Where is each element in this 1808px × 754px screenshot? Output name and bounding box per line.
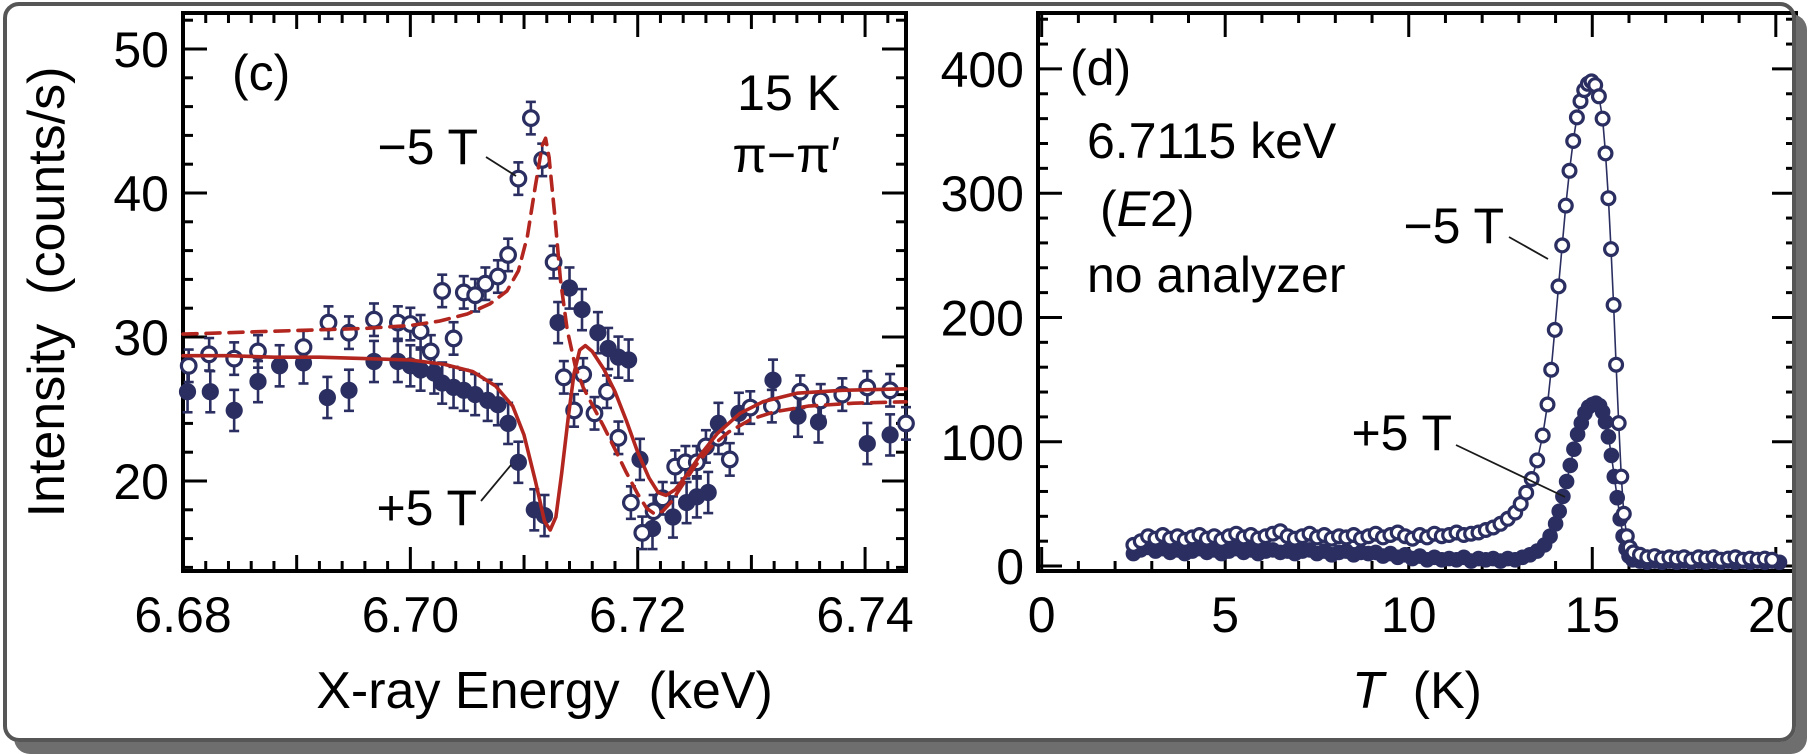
energy-label: 6.7115 keV <box>1087 113 1337 169</box>
panel-c-xtick-label: 6.70 <box>362 587 459 643</box>
minus5t-label-c: −5 T <box>377 119 478 175</box>
plus5t-label-d-leader <box>1455 444 1566 498</box>
panel-c-xtick-label: 6.72 <box>589 587 686 643</box>
panel-c-axes-box <box>181 11 908 573</box>
panel-c-xaxis-title: X-ray Energy (keV) <box>316 662 773 720</box>
panel-c-plus5t-fit <box>181 343 908 532</box>
panel-d-ytick-label: 0 <box>996 539 1024 595</box>
temperature-label: 15 K <box>737 65 840 121</box>
plus5t-label-c: +5 T <box>376 480 477 536</box>
panel-d-ytick-label: 400 <box>941 42 1024 98</box>
panel-label-d: (d) <box>1070 40 1131 96</box>
panel-c-xtick-label: 6.68 <box>134 587 231 643</box>
plus5t-label-c-leader <box>480 464 512 502</box>
panel-c-xtick-label: 6.74 <box>816 587 913 643</box>
panel-d-ytick-label: 100 <box>941 415 1024 471</box>
panel-d-minus5t-points <box>1125 73 1781 568</box>
panel-c-ytick-label: 50 <box>113 22 169 78</box>
panel-d-xtick-label: 5 <box>1211 587 1239 643</box>
panel-d-xtick-label: 0 <box>1028 587 1056 643</box>
panel-d-xtick-label: 15 <box>1564 587 1620 643</box>
panel-c-ytick-label: 30 <box>113 310 169 366</box>
panel-d-ytick-label: 200 <box>941 290 1024 346</box>
panel-c-yaxis-title: Intensity (counts/s) <box>18 67 76 518</box>
minus5t-label-d: −5 T <box>1403 198 1504 254</box>
plus5t-label-d: +5 T <box>1351 405 1452 461</box>
transition-label: (E2) <box>1100 181 1194 237</box>
polarization-label: π−π′ <box>732 127 840 183</box>
panel-d-xtick-label: 20 <box>1748 587 1804 643</box>
panel-d-xtick-label: 10 <box>1381 587 1437 643</box>
panel-c: 6.68 6.70 6.72 6.74 20 30 40 50 X-ray Energy (ke… <box>18 11 915 720</box>
panel-d-ytick-label: 300 <box>941 166 1024 222</box>
analyzer-label: no analyzer <box>1087 247 1346 303</box>
panel-label-c: (c) <box>232 45 290 101</box>
panel-d-xaxis-title: T (K) <box>1352 662 1482 720</box>
panel-c-ytick-label: 20 <box>113 454 169 510</box>
panel-c-ytick-label: 40 <box>113 166 169 222</box>
panel-c-minus5t-fit <box>181 136 908 516</box>
minus5t-label-d-leader <box>1508 236 1549 260</box>
minus5t-label-c-leader <box>485 156 517 177</box>
